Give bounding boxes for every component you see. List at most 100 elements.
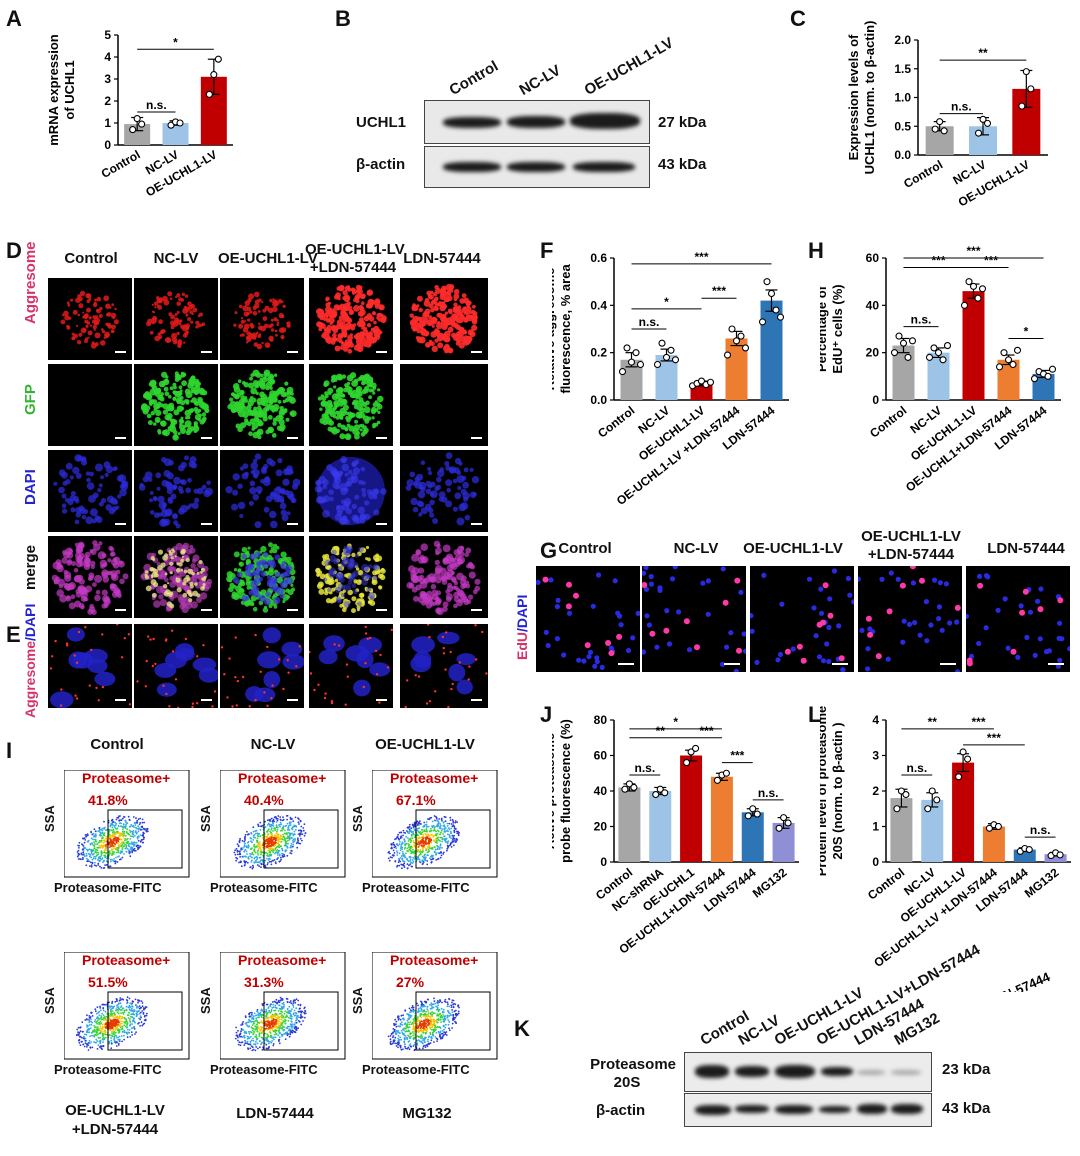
chart-A-point: [210, 71, 218, 79]
chart-C-point: [931, 125, 939, 133]
facs-plot: Proteasome+ 31.3% SSA Proteasome-FITC: [198, 936, 350, 1106]
blot-k-kda-actin: 43 kDa: [942, 1100, 991, 1117]
facs-title: Control: [90, 736, 144, 753]
chart-C-plot: Expression levels ofUCHL1 (norm. to β-ac…: [846, 21, 1048, 209]
scale-bar: [376, 437, 387, 439]
chart-L-point: [933, 796, 941, 804]
d-col-control: Control: [64, 250, 118, 267]
chart-C-point: [1027, 85, 1035, 93]
d-col-oe-ldn-line1: OE-UCHL1-LV: [305, 241, 405, 258]
scale-bar: [287, 699, 298, 701]
chart-C-point: [979, 115, 987, 123]
chart-J-point: [744, 812, 752, 820]
facs-percent: 27%: [396, 974, 425, 990]
chart-J-point: [692, 744, 700, 752]
chart-F-point: [737, 332, 745, 340]
facs-plot: OE-UCHL1-LV Proteasome+ 67.1% SSA Proteasome…: [350, 736, 502, 910]
facs-percent: 31.3%: [244, 974, 284, 990]
chart-F-bar: [655, 355, 678, 400]
chart-F-point: [618, 368, 627, 376]
chart-F-point: [671, 356, 680, 364]
chart-J-sig-label: *: [673, 715, 678, 729]
scale-bar: [376, 523, 387, 525]
chart-L-sig-label: ***: [987, 731, 1001, 745]
scale-bar: [471, 609, 482, 611]
scale-bar: [287, 609, 298, 611]
d-tile-gfp: [400, 364, 488, 446]
chart-A-ytick-label: 0: [104, 138, 111, 152]
blot-k-proteasome-membrane: [684, 1052, 932, 1092]
chart-F-bar: [620, 359, 643, 400]
chart-L-point: [924, 805, 932, 813]
d-tile-aggresome-dapi: [309, 624, 393, 708]
chart-H-bar: [962, 291, 985, 400]
d-row-dapi: DAPI: [22, 469, 39, 505]
panel-letter-i: I: [6, 738, 13, 763]
panel-letter-j: J: [540, 702, 553, 727]
chart-A-sig-label: *: [173, 35, 178, 49]
chart-H-ytick-label: 40: [866, 298, 880, 312]
d-tile-aggresome-dapi: [400, 624, 488, 708]
panel-letter-l: L: [808, 702, 822, 727]
chart-L-bar: [982, 826, 1005, 862]
panel-letter-e: E: [6, 622, 21, 647]
chart-F-ytick-label: 0.0: [590, 393, 607, 407]
facs-ylabel: SSA: [198, 987, 213, 1014]
scale-bar: [201, 699, 212, 701]
chart-C-point: [1018, 102, 1026, 110]
chart-C-ytick-label: 1.5: [894, 62, 911, 76]
facs-xlabel: Proteasome-FITC: [210, 1062, 318, 1077]
chart-C-sig-label: **: [978, 46, 988, 60]
chart-H-point: [939, 356, 947, 364]
d-tile-aggresome: [400, 278, 488, 360]
chart-L-point: [964, 755, 972, 763]
chart-H-point: [904, 353, 912, 361]
d-col-nc: NC-LV: [153, 250, 199, 267]
scale-bar: [471, 523, 482, 525]
chart-F-ytick-label: 0.4: [590, 298, 607, 312]
chart-H-ytick-label: 0: [872, 393, 879, 407]
chart-L-ylabel: Protein level of proteasome20S (norm. to…: [820, 706, 845, 877]
chart-H-point: [1044, 372, 1052, 380]
chart-H-point: [1000, 349, 1008, 357]
chart-L-xtick-label: Control: [865, 865, 907, 902]
chart-L-point: [928, 787, 936, 795]
scale-bar: [618, 663, 634, 665]
chart-J-point: [625, 780, 633, 788]
chart-F-point: [667, 346, 675, 354]
chart-F-point: [653, 360, 662, 369]
chart-C-ytick-label: 0.5: [894, 119, 911, 133]
d-tile-merge: [400, 536, 488, 618]
chart-H-sig-label: ***: [966, 244, 980, 258]
blot-b-lane-nc: NC-LV: [516, 61, 564, 99]
scale-bar: [376, 351, 387, 353]
chart-H-sig-label: n.s.: [911, 313, 932, 327]
chart-J-bar: [618, 787, 641, 862]
chart-h-edu-percentage: Percentage ofEdU⁺ cells (%) 0 20 40 60 Contro…: [820, 244, 1061, 495]
chart-j-active-proteasome: Active proteasomeprobe fluorescence (%) 0…: [552, 713, 799, 957]
chart-F-ytick-label: 0.6: [590, 251, 607, 265]
facs-ylabel: SSA: [42, 987, 57, 1014]
d-tile-dapi: [134, 450, 218, 532]
g-tile-edu-dapi: [536, 566, 640, 672]
chart-H-plot: Percentage ofEdU⁺ cells (%) 0 20 40 60 Contro…: [820, 244, 1061, 495]
chart-F-point: [662, 353, 671, 361]
chart-J-ytick-label: 20: [594, 820, 608, 834]
chart-C-ytick-label: 2.0: [894, 33, 911, 47]
chart-J-sig-label: ***: [699, 724, 713, 738]
chart-L-bar: [921, 799, 944, 862]
chart-A-ytick-label: 2: [104, 94, 111, 108]
blot-k-kda-proteasome: 23 kDa: [942, 1061, 991, 1078]
d-tile-merge: [309, 536, 393, 618]
chart-J-ytick-label: 80: [594, 713, 608, 727]
chart-H-point: [969, 282, 978, 290]
chart-J-ytick-label: 0: [600, 855, 607, 869]
scale-bar: [376, 699, 387, 701]
facs-xlabel: Proteasome-FITC: [362, 880, 470, 895]
chart-F-point: [636, 360, 645, 369]
chart-A-ytick-label: 4: [104, 50, 111, 64]
facs-ylabel: SSA: [198, 805, 213, 832]
chart-H-sig-label: *: [1024, 324, 1029, 338]
chart-H-point: [1009, 360, 1017, 369]
